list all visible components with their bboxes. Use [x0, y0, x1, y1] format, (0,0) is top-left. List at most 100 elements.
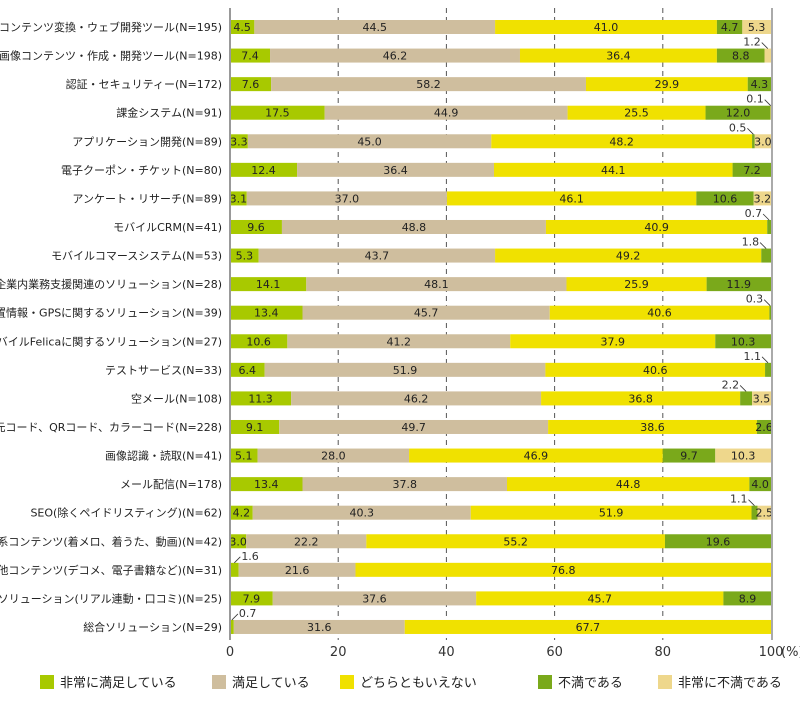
bar-segment: [287, 334, 511, 349]
leader-line: [759, 242, 767, 249]
bar-segment: [754, 134, 771, 149]
data-label: 37.6: [362, 592, 387, 605]
x-tick-label: 0: [226, 645, 234, 660]
bar-segment: [749, 477, 771, 492]
bar-segment: [752, 134, 755, 149]
data-label: 12.4: [251, 164, 276, 177]
bar-segment: [246, 191, 447, 206]
leader-line: [748, 499, 755, 506]
data-label: 4.0: [751, 478, 769, 491]
bar-segment: [230, 419, 280, 434]
bar-segment: [662, 448, 716, 463]
data-label: 7.4: [241, 50, 259, 63]
bar-segment: [230, 48, 271, 63]
data-label: 43.7: [365, 250, 390, 263]
category-label: コンテンツ変換・ウェブ開発ツール(N=195): [0, 20, 222, 34]
bar-segment: [716, 48, 765, 63]
data-label: 17.5: [265, 107, 290, 120]
x-tick-label: 100: [759, 645, 784, 660]
data-label: 48.1: [424, 278, 449, 291]
bar-segment: [230, 134, 248, 149]
legend-label: 非常に不満である: [678, 676, 782, 691]
data-label: 46.9: [524, 450, 549, 463]
leader-line: [763, 299, 771, 306]
bar-segment: [233, 619, 405, 634]
bar-segment: [230, 20, 255, 34]
bar-segment: [476, 591, 724, 606]
bar-segment: [246, 534, 367, 549]
data-label: 41.0: [594, 21, 619, 34]
category-label: アプリケーション開発(N=89): [72, 134, 222, 148]
bar-segment: [761, 248, 771, 263]
bar-segment: [715, 448, 771, 463]
data-label: 0.3: [746, 293, 764, 306]
data-label: 0.5: [729, 121, 747, 134]
data-label: 2.5: [755, 507, 773, 520]
data-label: 1.2: [743, 36, 761, 49]
data-label: 0.7: [239, 607, 257, 620]
data-label: 44.9: [434, 107, 459, 120]
bar-segment: [238, 562, 356, 577]
data-label: 45.0: [357, 135, 382, 148]
bar-segment: [230, 562, 239, 577]
category-label: テストサービス(N=33): [105, 364, 222, 377]
category-label: 二次元コード、QRコード、カラーコード(N=228): [0, 420, 222, 434]
data-label: 67.7: [576, 621, 601, 634]
x-tick-label: 20: [330, 645, 347, 660]
data-label: 10.3: [731, 450, 756, 463]
bar-segment: [765, 362, 771, 377]
bar-segment: [230, 505, 253, 520]
data-label: 3.2: [754, 192, 772, 205]
legend-label: 不満である: [558, 676, 623, 691]
bar-segment: [230, 162, 298, 177]
data-label: 45.7: [588, 592, 613, 605]
data-label: 44.1: [601, 164, 626, 177]
bar-segment: [723, 591, 772, 606]
bar-segment: [753, 191, 771, 206]
bar-segment: [272, 591, 477, 606]
data-label: 44.5: [362, 21, 387, 34]
bar-segment: [230, 248, 259, 263]
data-label: 40.9: [644, 221, 669, 234]
data-label: 40.3: [349, 507, 374, 520]
data-label: 4.2: [233, 507, 251, 520]
data-label: 4.3: [751, 78, 769, 91]
data-label: 41.2: [387, 335, 412, 348]
bar-segment: [751, 505, 758, 520]
category-label: 空メール(N=108): [131, 391, 222, 405]
bar-segment: [732, 162, 772, 177]
data-label: 5.1: [235, 450, 253, 463]
data-label: 51.9: [393, 364, 418, 377]
bar-segment: [230, 619, 234, 634]
legend-label: どちらともいえない: [360, 676, 477, 691]
bar-segment: [324, 105, 568, 120]
bar-segment: [519, 48, 717, 63]
leader-line: [762, 213, 770, 221]
bar-segment: [230, 105, 325, 120]
data-label: 13.4: [254, 478, 279, 491]
legend-swatch: [538, 675, 552, 689]
data-label: 1.8: [742, 236, 760, 249]
category-label: 着信系コンテンツ(着メロ、着うた、動画)(N=42): [0, 534, 222, 548]
data-label: 11.9: [727, 278, 752, 291]
bar-segment: [279, 419, 549, 434]
category-label: 画像認識・読取(N=41): [105, 449, 222, 463]
leader-line: [747, 127, 754, 135]
data-label: 14.1: [256, 278, 281, 291]
data-label: 36.8: [628, 392, 653, 405]
bar-segment: [302, 477, 507, 492]
data-label: 31.6: [307, 621, 332, 634]
data-label: 1.1: [744, 350, 762, 363]
bar-segment: [230, 305, 303, 320]
bar-segment: [664, 534, 771, 549]
data-label: 10.3: [731, 335, 756, 348]
bar-segment: [252, 505, 471, 520]
legend-swatch: [40, 675, 54, 689]
data-label: 48.2: [609, 135, 634, 148]
data-label: 36.4: [606, 50, 631, 63]
category-label: モバイルFelicaに関するソリューション(N=27): [0, 335, 222, 348]
data-label: 3.1: [230, 192, 248, 205]
x-tick-label: 60: [546, 645, 563, 660]
data-label: 5.3: [748, 21, 766, 34]
data-label: 12.0: [726, 107, 751, 120]
